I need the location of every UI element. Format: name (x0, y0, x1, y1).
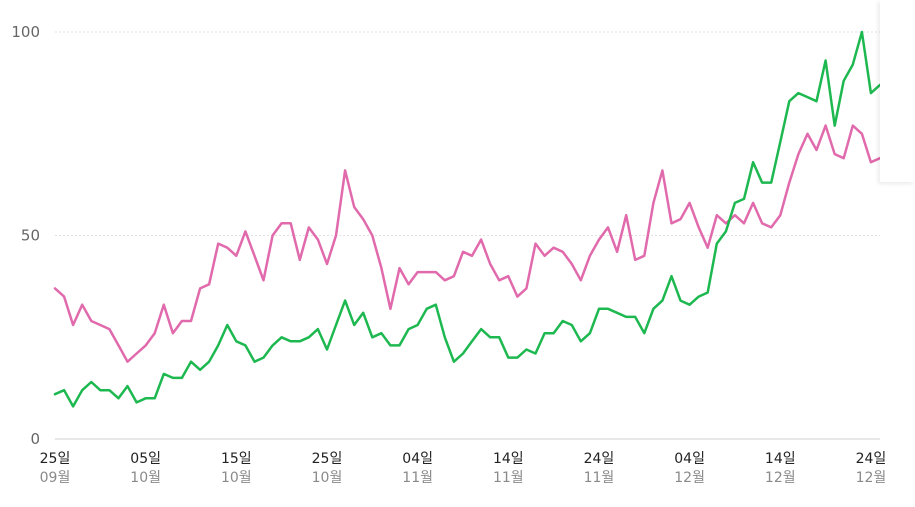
y-tick-label: 50 (21, 227, 40, 245)
x-tick-month-label: 11월 (493, 470, 524, 486)
x-tick-day-label: 25일 (40, 451, 71, 467)
x-tick-day-label: 25일 (312, 451, 343, 467)
series-line-2 (53, 30, 882, 408)
x-tick-day-label: 24일 (856, 451, 887, 467)
x-tick-month-label: 10월 (221, 470, 252, 486)
x-axis: 25일 09월 05일 10월 15일 10월 25일 10월 04일 11월 14일 11월 24일 1… (40, 451, 887, 486)
x-tick-day-label: 24일 (584, 451, 615, 467)
y-tick-label: 100 (11, 23, 40, 41)
x-tick-day-label: 05일 (130, 451, 161, 467)
x-tick-month-label: 12월 (856, 470, 887, 486)
series-line-1 (53, 124, 882, 363)
y-tick-label: 0 (30, 430, 40, 448)
x-tick-day-label: 04일 (402, 451, 433, 467)
x-tick-day-label: 04일 (674, 451, 705, 467)
x-tick-month-label: 10월 (130, 470, 161, 486)
x-tick-month-label: 10월 (312, 470, 343, 486)
side-panel-edge (880, 0, 915, 182)
x-tick-month-label: 12월 (765, 470, 796, 486)
x-tick-day-label: 14일 (493, 451, 524, 467)
x-tick-day-label: 14일 (765, 451, 796, 467)
series-lines (53, 30, 882, 408)
grid-lines (55, 31, 880, 440)
x-tick-day-label: 15일 (221, 451, 252, 467)
x-tick-month-label: 11월 (584, 470, 615, 486)
x-tick-month-label: 11월 (402, 470, 433, 486)
y-axis: 100 50 0 (11, 23, 40, 448)
x-tick-month-label: 09월 (40, 470, 71, 486)
x-tick-month-label: 12월 (674, 470, 705, 486)
